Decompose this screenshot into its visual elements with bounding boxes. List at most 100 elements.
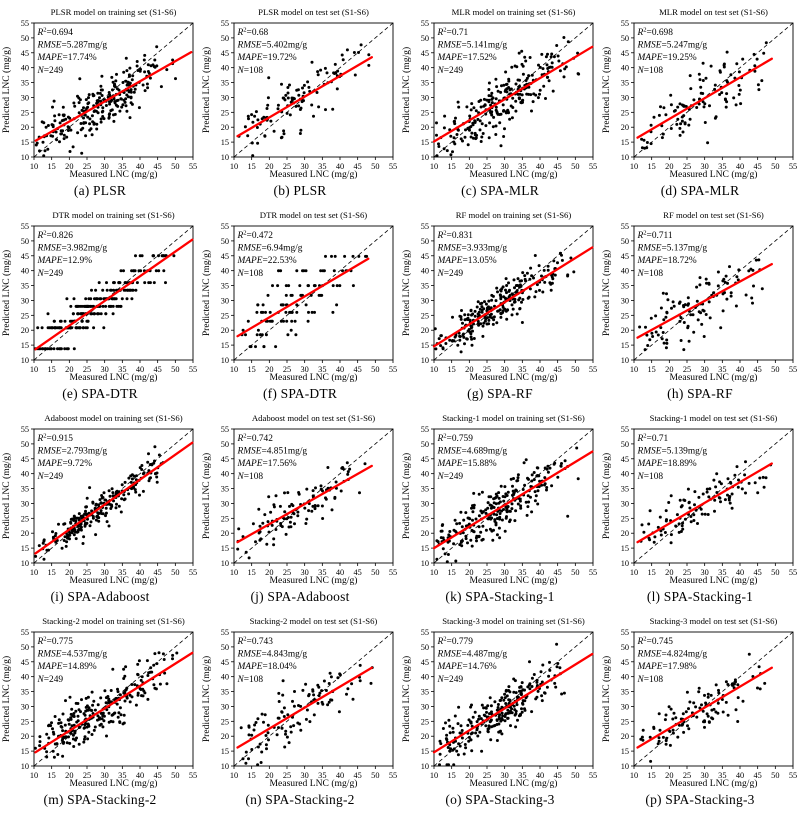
y-tick-label: 20 <box>221 529 229 538</box>
stats-rmse: RMSE=4.689mg/g <box>437 447 508 457</box>
y-axis-ticks: 10 15 20 25 30 35 40 45 50 55 <box>221 628 234 771</box>
plot-frame <box>233 428 394 564</box>
stats-n: N=249 <box>437 472 464 482</box>
x-tick-label: 35 <box>718 568 726 577</box>
stats-r2: R2=0.745 <box>637 636 674 647</box>
y-tick-label: 20 <box>421 123 429 132</box>
y-tick-label: 15 <box>221 138 229 147</box>
plot-title: MLR model on training set (S1-S6) <box>452 7 576 17</box>
plot-title: Stacking-3 model on training set (S1-S6) <box>442 616 585 626</box>
y-tick-label: 30 <box>421 93 429 102</box>
y-tick-label: 30 <box>21 93 29 102</box>
y-tick-label: 15 <box>421 138 429 147</box>
x-tick-label: 10 <box>230 771 238 780</box>
y-tick-label: 50 <box>421 643 429 652</box>
y-tick-label: 40 <box>221 470 229 479</box>
x-axis-ticks: 10 15 20 25 30 35 40 45 50 55 <box>30 157 197 171</box>
x-tick-label: 35 <box>718 771 726 780</box>
subplot-c: MLR model on training set (S1-S6) 10 15 20 2… <box>400 2 600 205</box>
x-tick-label: 40 <box>136 365 144 374</box>
x-tick-label: 35 <box>518 162 526 171</box>
x-tick-label: 10 <box>630 162 638 171</box>
y-tick-label: 55 <box>221 425 229 434</box>
x-tick-label: 15 <box>248 568 256 577</box>
plot-title: Stacking-2 model on test set (S1-S6) <box>250 616 378 626</box>
x-tick-label: 15 <box>248 162 256 171</box>
stats-rmse: RMSE=5.287mg/g <box>37 41 108 51</box>
x-tick-label: 15 <box>248 771 256 780</box>
stats-r2: R2=0.779 <box>437 636 474 647</box>
plot-frame <box>633 428 794 564</box>
y-tick-label: 15 <box>21 138 29 147</box>
x-tick-label: 45 <box>554 365 562 374</box>
stats-n: N=249 <box>37 269 64 279</box>
stats-mape: MAPE=13.05% <box>437 256 497 266</box>
x-tick-label: 40 <box>336 365 344 374</box>
subplot-i: Adaboost model on training set (S1-S6) 10… <box>0 408 200 611</box>
stats-n: N=249 <box>437 269 464 279</box>
x-tick-label: 15 <box>48 162 56 171</box>
x-tick-label: 50 <box>371 162 379 171</box>
stats-r2: R2=0.775 <box>37 636 74 647</box>
x-tick-label: 25 <box>483 365 491 374</box>
scatter-plot: Stacking-1 model on test set (S1-S6) 10 15… <box>601 413 797 586</box>
x-axis-label: Measured LNC (mg/g) <box>70 575 158 586</box>
y-tick-label: 55 <box>21 425 29 434</box>
y-tick-label: 30 <box>21 702 29 711</box>
x-tick-label: 40 <box>736 771 744 780</box>
x-tick-label: 25 <box>683 365 691 374</box>
plot-frame <box>633 22 794 158</box>
x-axis-label: Measured LNC (mg/g) <box>70 778 158 789</box>
y-tick-label: 20 <box>221 123 229 132</box>
x-axis-ticks: 10 15 20 25 30 35 40 45 50 55 <box>230 360 397 374</box>
y-tick-label: 55 <box>21 222 29 231</box>
stats-mape: MAPE=17.98% <box>637 662 697 672</box>
x-tick-label: 20 <box>665 771 673 780</box>
x-tick-label: 20 <box>265 771 273 780</box>
y-tick-label: 40 <box>621 64 629 73</box>
x-tick-label: 30 <box>301 162 309 171</box>
fit-line <box>636 666 773 749</box>
subplot-caption: (p) SPA-Stacking-3 <box>645 792 755 807</box>
y-tick-label: 20 <box>621 529 629 538</box>
x-tick-label: 30 <box>301 365 309 374</box>
stats-r2: R2=0.68 <box>237 27 269 38</box>
y-tick-label: 50 <box>21 34 29 43</box>
y-tick-label: 40 <box>21 673 29 682</box>
y-tick-label: 10 <box>421 356 429 365</box>
y-tick-label: 15 <box>421 544 429 553</box>
y-tick-label: 55 <box>221 628 229 637</box>
subplot-n: Stacking-2 model on test set (S1-S6) 10 15… <box>200 611 400 814</box>
y-tick-label: 20 <box>21 123 29 132</box>
stats-n: N=249 <box>437 675 464 685</box>
x-tick-label: 15 <box>248 365 256 374</box>
plot-frame <box>33 22 194 158</box>
x-tick-label: 20 <box>665 162 673 171</box>
y-tick-label: 30 <box>621 93 629 102</box>
plot-title: RF model on test set (S1-S6) <box>663 210 764 220</box>
x-tick-label: 20 <box>465 365 473 374</box>
x-tick-label: 25 <box>483 568 491 577</box>
subplot-l: Stacking-1 model on test set (S1-S6) 10 15… <box>600 408 800 611</box>
y-tick-label: 45 <box>421 658 429 667</box>
y-tick-label: 30 <box>421 702 429 711</box>
x-tick-label: 50 <box>171 568 179 577</box>
stats-mape: MAPE=14.89% <box>37 662 97 672</box>
x-axis-ticks: 10 15 20 25 30 35 40 45 50 55 <box>230 766 397 780</box>
stats-r2: R2=0.759 <box>437 433 474 444</box>
y-tick-label: 45 <box>421 252 429 261</box>
x-tick-label: 45 <box>354 365 362 374</box>
subplot-caption: (c) SPA-MLR <box>461 183 539 198</box>
scatter-points <box>240 254 369 349</box>
scatter-plot: Stacking-2 model on training set (S1-S6)… <box>1 616 197 789</box>
y-tick-label: 50 <box>21 643 29 652</box>
y-axis-ticks: 10 15 20 25 30 35 40 45 50 55 <box>421 425 434 568</box>
x-tick-label: 25 <box>83 771 91 780</box>
y-tick-label: 55 <box>621 628 629 637</box>
y-tick-label: 55 <box>621 425 629 434</box>
x-tick-label: 45 <box>754 162 762 171</box>
y-tick-label: 50 <box>621 643 629 652</box>
y-axis-label: Predicted LNC (mg/g) <box>401 453 412 539</box>
x-axis-label: Measured LNC (mg/g) <box>470 372 558 383</box>
